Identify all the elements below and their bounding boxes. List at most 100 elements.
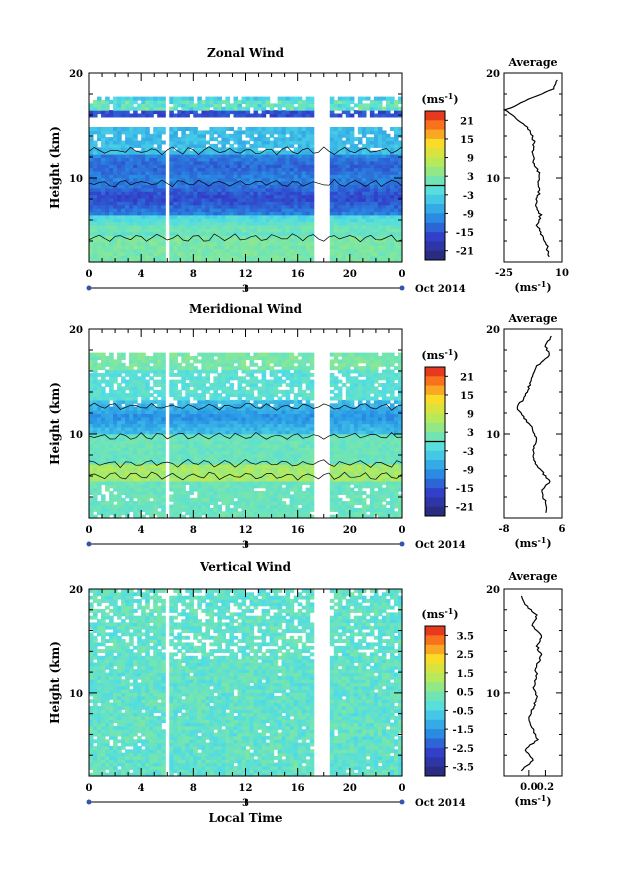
heatmap-cell (181, 127, 186, 131)
heatmap-cell (193, 501, 198, 506)
heatmap-cell (133, 204, 138, 209)
heatmap-cell (153, 160, 158, 165)
heatmap-cell (89, 416, 94, 421)
heatmap-cell (265, 164, 271, 169)
heatmap-cell (133, 386, 138, 391)
heatmap-cell (289, 194, 295, 199)
heatmap-cell (97, 181, 102, 185)
heatmap-cell (137, 245, 142, 250)
heatmap-cell (205, 497, 210, 502)
heatmap-cell (309, 147, 315, 152)
heatmap-cell (149, 430, 154, 435)
heatmap-cell (213, 453, 218, 458)
heatmap-cell (145, 164, 150, 169)
heatmap-cell (329, 177, 335, 182)
heatmap-cell (361, 191, 367, 196)
heatmap-cell (105, 167, 110, 172)
heatmap-cell (161, 167, 166, 172)
heatmap-cell (193, 386, 198, 391)
heatmap-cell (277, 143, 283, 148)
heatmap-cell (153, 494, 158, 499)
heatmap-cell (257, 241, 263, 246)
heatmap-cell (221, 386, 226, 391)
heatmap-cell (93, 403, 98, 408)
heatmap-cell (161, 157, 166, 162)
heatmap-cell (101, 416, 106, 421)
colorbar-tick-label: 21 (460, 116, 474, 127)
heatmap-cell (233, 477, 239, 482)
heatmap-cell (161, 399, 166, 404)
heatmap-cell (197, 410, 202, 414)
heatmap-cell (181, 251, 186, 256)
heatmap-cell (117, 127, 122, 131)
heatmap-cell (117, 504, 122, 509)
heatmap-cell (293, 174, 299, 179)
heatmap-cell (93, 197, 98, 202)
heatmap-cell (277, 208, 283, 212)
heatmap-cell (121, 426, 126, 431)
heatmap-cell (181, 170, 186, 175)
heatmap-cell (133, 143, 138, 148)
heatmap-cell (217, 113, 222, 118)
heatmap-cell (177, 497, 182, 502)
heatmap-cell (133, 258, 138, 263)
heatmap-cell (169, 406, 174, 411)
heatmap-cell (145, 399, 150, 404)
heatmap-cell (185, 214, 190, 219)
heatmap-cell (133, 238, 138, 243)
heatmap-cell (173, 480, 178, 485)
heatmap-cell (129, 379, 134, 384)
heatmap-cell (201, 143, 206, 148)
heatmap-cell (213, 416, 218, 421)
heatmap-cell (289, 211, 295, 216)
heatmap-cell (153, 157, 158, 162)
heatmap-cell (381, 143, 387, 148)
heatmap-cell (209, 96, 214, 101)
heatmap-cell (297, 241, 303, 246)
heatmap-cell (109, 221, 114, 226)
heatmap-cell (205, 197, 210, 202)
heatmap-cell (161, 235, 166, 239)
heatmap-cell (137, 501, 142, 506)
heatmap-cell (177, 181, 182, 185)
heatmap-cell (185, 208, 190, 212)
heatmap-cell (297, 157, 303, 162)
heatmap-cell (257, 133, 263, 138)
heatmap-cell (301, 167, 307, 172)
heatmap-cell (109, 154, 114, 158)
heatmap-cell (121, 103, 126, 108)
heatmap-cell (369, 113, 375, 118)
heatmap-cell (173, 410, 178, 414)
heatmap-cell (205, 160, 210, 165)
heatmap-cell (101, 154, 106, 158)
heatmap-cell (109, 184, 114, 189)
heatmap-cell (269, 150, 275, 155)
date-bar-start (86, 285, 92, 291)
heatmap-cell (381, 174, 387, 179)
heatmap-cell (169, 511, 174, 516)
heatmap-cell (121, 106, 126, 111)
heatmap-cell (233, 96, 239, 101)
heatmap-cell (305, 228, 311, 233)
heatmap-cell (281, 160, 287, 165)
heatmap-cell (137, 127, 142, 131)
heatmap-cell (277, 170, 283, 175)
heatmap-cell (349, 255, 355, 260)
heatmap-cell (373, 113, 379, 118)
heatmap-cell (345, 191, 351, 196)
heatmap-cell (145, 470, 150, 475)
heatmap-cell (181, 403, 186, 408)
heatmap-cell (201, 258, 206, 263)
heatmap-cell (245, 127, 251, 131)
heatmap-cell (390, 248, 395, 253)
heatmap-cell (381, 164, 387, 169)
heatmap-cell (233, 157, 239, 162)
heatmap-cell (197, 423, 202, 428)
heatmap-cell (281, 167, 287, 172)
heatmap-cell (394, 113, 399, 118)
heatmap-cell (177, 410, 182, 414)
heatmap-cell (105, 187, 110, 192)
heatmap-cell (377, 194, 383, 199)
heatmap-cell (89, 177, 94, 182)
heatmap-cell (305, 167, 311, 172)
